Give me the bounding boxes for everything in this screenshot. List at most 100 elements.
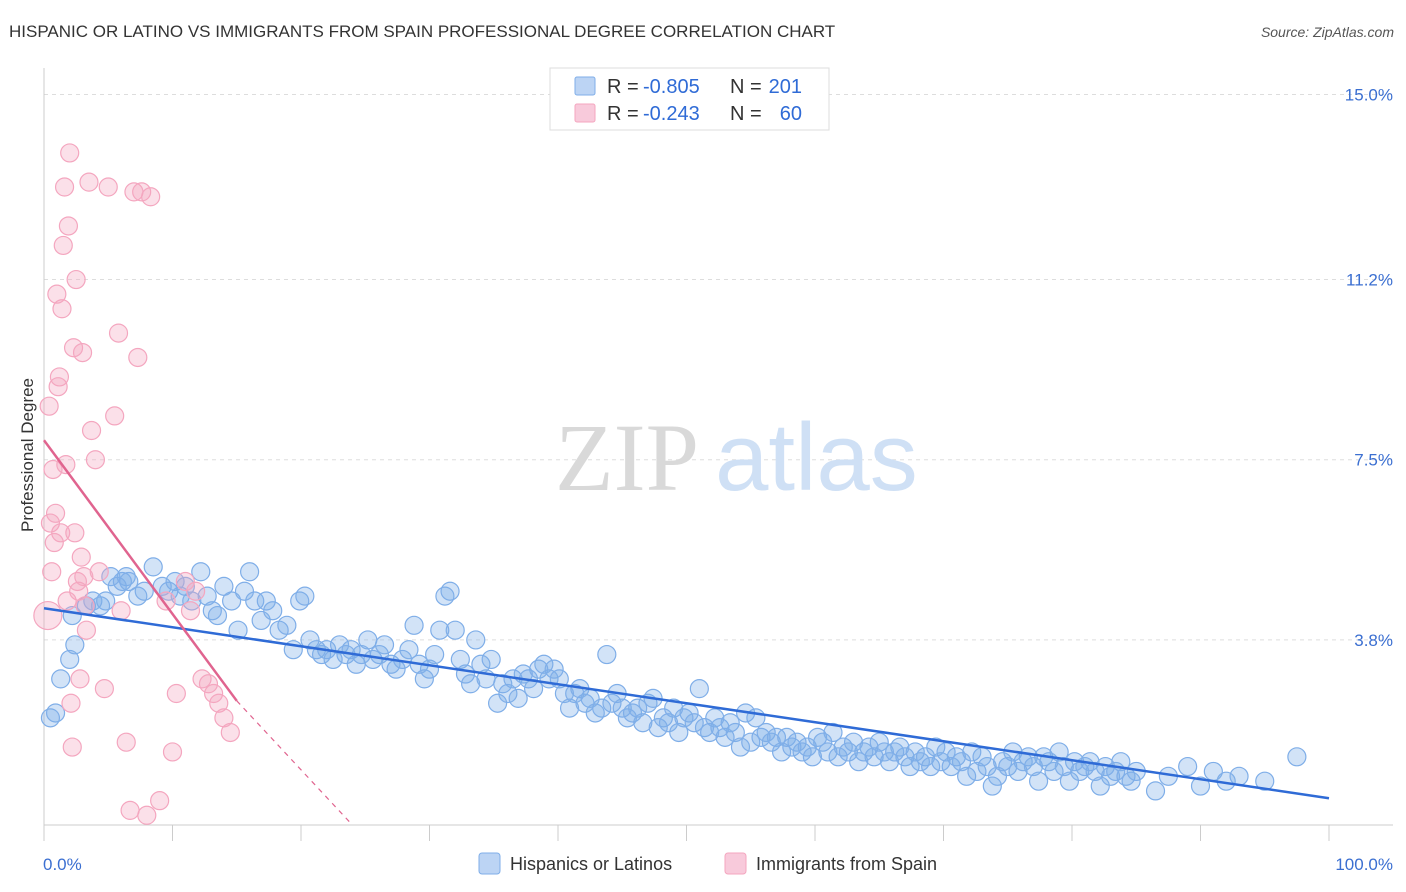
legend-n-label-2: N = [730, 103, 762, 125]
point-hispanic-9 [96, 591, 116, 611]
point-hispanic-164 [941, 756, 961, 777]
point-hispanic-42 [300, 630, 320, 650]
point-hispanic-72 [466, 630, 486, 650]
point-hispanic-118 [705, 708, 725, 728]
legend-swatch-blue [574, 76, 596, 96]
point-hispanic-110 [664, 698, 684, 718]
point-spain-39 [111, 601, 131, 621]
point-spain-32 [81, 420, 102, 441]
point-spain-48 [156, 591, 176, 611]
point-hispanic-87 [544, 659, 564, 679]
point-hispanic-109 [658, 713, 679, 733]
chart-title: HISPANIC OR LATINO VS IMMIGRANTS FROM SP… [9, 22, 836, 41]
point-spain-8 [48, 377, 68, 397]
point-hispanic-78 [498, 683, 518, 704]
point-hispanic-145 [843, 732, 864, 752]
point-hispanic-14 [119, 571, 139, 592]
point-hispanic-25 [197, 586, 217, 606]
point-hispanic-177 [1008, 761, 1028, 782]
point-hispanic-155 [895, 747, 915, 767]
point-hispanic-150 [869, 732, 889, 752]
point-spain-53 [186, 581, 206, 601]
legend-swatch-pink [574, 103, 596, 123]
point-hispanic-21 [170, 586, 190, 606]
y-tick-label-3: 3.8% [1354, 631, 1393, 650]
point-spain-22 [66, 269, 86, 290]
point-hispanic-52 [358, 630, 378, 650]
point-spain-45 [137, 805, 157, 825]
point-spain-47 [150, 791, 170, 811]
legend-box: R = -0.805 N = 201 R = -0.243 N = 60 [549, 67, 830, 131]
trend-lines [42, 439, 1330, 826]
point-hispanic-142 [828, 747, 848, 767]
point-spain-51 [175, 571, 195, 592]
point-hispanic-125 [741, 732, 761, 752]
point-hispanic-69 [450, 649, 470, 670]
point-hispanic-193 [1090, 776, 1110, 796]
point-spain-26 [71, 547, 91, 567]
point-hispanic-27 [207, 605, 228, 626]
point-hispanic-59 [399, 640, 419, 660]
point-hispanic-136 [797, 737, 817, 757]
bottom-legend-label-2: Immigrants from Spain [756, 854, 937, 874]
point-spain-5 [44, 532, 64, 553]
point-spain-19 [62, 737, 82, 757]
bottom-legend-swatch-blue [478, 852, 501, 875]
point-spain-6 [45, 503, 66, 523]
legend-r-value-2: -0.243 [643, 103, 700, 125]
point-hispanic-199 [1121, 771, 1141, 791]
point-hispanic-166 [951, 752, 972, 772]
point-hispanic-85 [534, 654, 554, 674]
x-tick-label-min: 0.0% [43, 855, 82, 874]
axes [43, 68, 1393, 841]
legend-r-label-2: R = [607, 103, 639, 125]
point-hispanic-130 [766, 727, 787, 747]
point-hispanic-172 [982, 776, 1002, 796]
point-hispanic-140 [818, 742, 838, 762]
point-hispanic-163 [936, 742, 956, 762]
point-hispanic-148 [859, 737, 879, 757]
point-hispanic-71 [461, 674, 481, 694]
point-hispanic-62 [414, 669, 434, 689]
point-hispanic-161 [926, 737, 946, 757]
point-hispanic-149 [864, 747, 884, 767]
point-hispanic-121 [720, 713, 740, 733]
point-spain-57 [209, 693, 229, 713]
point-hispanic-128 [756, 722, 776, 743]
point-spain-38 [108, 323, 129, 343]
point-hispanic-55 [374, 635, 395, 655]
point-hispanic-144 [838, 742, 859, 762]
point-spain-29 [75, 596, 95, 616]
point-hispanic-4 [65, 635, 85, 655]
point-hispanic-97 [597, 644, 617, 665]
point-hispanic-157 [905, 742, 925, 762]
bottom-legend-swatch-pink [724, 852, 747, 875]
point-spain-4 [43, 459, 63, 480]
point-hispanic-187 [1059, 771, 1080, 791]
point-hispanic-24 [191, 562, 211, 582]
trend-line-spain [42, 439, 238, 702]
point-hispanic-201 [1145, 781, 1166, 801]
point-hispanic-33 [245, 591, 265, 611]
grid-lines [44, 93, 1393, 641]
point-spain-17 [60, 143, 80, 163]
point-spain-14 [56, 455, 76, 475]
point-hispanic-68 [445, 620, 465, 640]
point-spain-35 [94, 679, 114, 699]
point-spain-56 [204, 683, 224, 704]
point-spain-21 [65, 523, 85, 543]
point-spain-1 [39, 396, 59, 416]
point-hispanic-23 [182, 591, 202, 611]
legend-n-value-1: 201 [769, 76, 802, 98]
point-spain-7 [47, 284, 67, 304]
point-spain-37 [105, 406, 125, 426]
point-hispanic-3 [60, 649, 80, 670]
point-hispanic-122 [725, 722, 745, 743]
point-hispanic-115 [689, 679, 709, 699]
point-hispanic-209 [1287, 747, 1307, 767]
point-spain-11 [52, 299, 72, 319]
point-hispanic-169 [967, 761, 987, 782]
point-hispanic-159 [915, 747, 936, 767]
point-hispanic-64 [425, 644, 445, 665]
